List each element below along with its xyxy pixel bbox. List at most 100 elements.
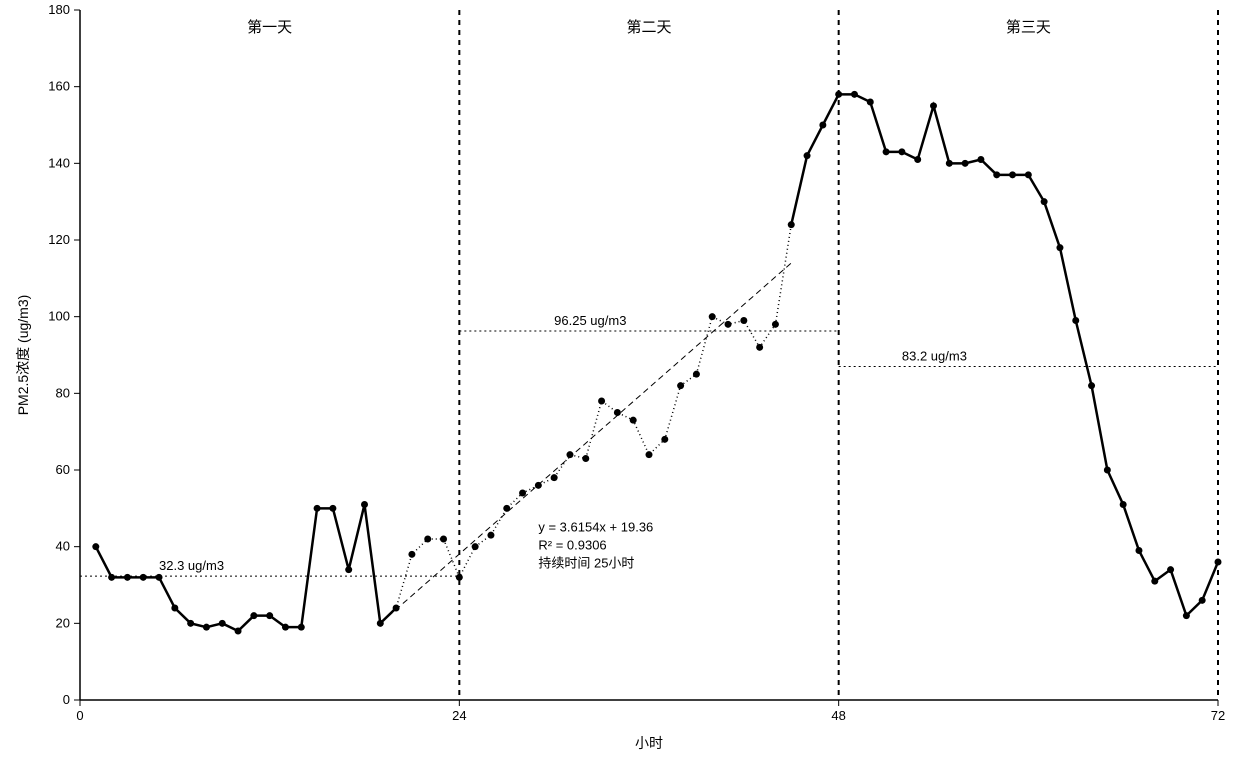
data-marker: [867, 99, 874, 106]
data-marker: [898, 148, 905, 155]
data-marker: [1199, 597, 1206, 604]
x-tick-label: 24: [452, 708, 466, 723]
section-label: 第二天: [626, 18, 671, 36]
data-marker: [472, 543, 479, 550]
data-marker: [566, 451, 573, 458]
data-marker: [124, 574, 131, 581]
data-marker: [819, 122, 826, 129]
y-tick-label: 20: [56, 615, 70, 630]
data-marker: [883, 148, 890, 155]
data-marker: [519, 490, 526, 497]
y-tick-label: 120: [48, 232, 70, 247]
data-marker: [1167, 566, 1174, 573]
data-marker: [108, 574, 115, 581]
data-marker: [1072, 317, 1079, 324]
data-marker: [424, 536, 431, 543]
data-marker: [282, 624, 289, 631]
data-marker: [393, 605, 400, 612]
y-tick-label: 160: [48, 79, 70, 94]
y-tick-label: 0: [63, 692, 70, 707]
trend-annotation: 持续时间 25小时: [538, 555, 634, 570]
data-marker: [487, 532, 494, 539]
data-marker: [788, 221, 795, 228]
data-marker: [661, 436, 668, 443]
y-tick-label: 140: [48, 155, 70, 170]
data-marker: [930, 102, 937, 109]
data-marker: [1120, 501, 1127, 508]
avg-line-label: 83.2 ug/m3: [902, 349, 967, 364]
data-marker: [914, 156, 921, 163]
data-marker: [1041, 198, 1048, 205]
trend-annotation: y = 3.6154x + 19.36: [538, 519, 653, 534]
data-marker: [1056, 244, 1063, 251]
data-marker: [250, 612, 257, 619]
data-marker: [1151, 578, 1158, 585]
y-tick-label: 40: [56, 539, 70, 554]
data-marker: [551, 474, 558, 481]
data-marker: [677, 382, 684, 389]
series-segment: [791, 94, 1218, 615]
data-marker: [1215, 559, 1222, 566]
pm25-chart: 0 20 40 60 80 100 120 140 160 180 0 24 48 72 小时 PM2.5浓度…: [0, 0, 1240, 758]
data-marker: [725, 321, 732, 328]
data-marker: [804, 152, 811, 159]
data-marker: [598, 398, 605, 405]
section-label: 第一天: [247, 18, 292, 36]
data-marker: [946, 160, 953, 167]
data-marker: [535, 482, 542, 489]
avg-line-label: 96.25 ug/m3: [554, 313, 626, 328]
data-marker: [614, 409, 621, 416]
data-marker: [266, 612, 273, 619]
trend-annotation: R² = 0.9306: [538, 537, 606, 552]
data-marker: [171, 605, 178, 612]
y-tick-label: 180: [48, 2, 70, 17]
data-marker: [1025, 171, 1032, 178]
data-marker: [1104, 467, 1111, 474]
data-marker: [1183, 612, 1190, 619]
chart-svg: 0 20 40 60 80 100 120 140 160 180 0 24 48 72 小时 PM2.5浓度…: [0, 0, 1240, 758]
data-marker: [408, 551, 415, 558]
data-marker: [203, 624, 210, 631]
y-tick-label: 60: [56, 462, 70, 477]
data-marker: [377, 620, 384, 627]
data-marker: [709, 313, 716, 320]
data-marker: [329, 505, 336, 512]
data-marker: [1088, 382, 1095, 389]
x-axis-label: 小时: [635, 735, 663, 751]
data-marker: [440, 536, 447, 543]
x-tick-label: 48: [831, 708, 845, 723]
data-marker: [977, 156, 984, 163]
data-marker: [993, 171, 1000, 178]
data-marker: [345, 566, 352, 573]
data-marker: [92, 543, 99, 550]
y-axis-label: PM2.5浓度 (ug/m3): [15, 295, 31, 416]
data-marker: [835, 91, 842, 98]
series-segment: [380, 156, 807, 624]
data-marker: [646, 451, 653, 458]
data-marker: [219, 620, 226, 627]
data-marker: [314, 505, 321, 512]
data-marker: [740, 317, 747, 324]
data-marker: [140, 574, 147, 581]
y-tick-label: 100: [48, 309, 70, 324]
x-tick-label: 72: [1211, 708, 1225, 723]
data-marker: [851, 91, 858, 98]
data-marker: [456, 574, 463, 581]
data-marker: [962, 160, 969, 167]
y-tick-label: 80: [56, 385, 70, 400]
data-marker: [361, 501, 368, 508]
data-marker: [630, 417, 637, 424]
x-tick-label: 0: [76, 708, 83, 723]
data-marker: [693, 371, 700, 378]
data-marker: [298, 624, 305, 631]
data-marker: [503, 505, 510, 512]
data-marker: [1009, 171, 1016, 178]
data-marker: [156, 574, 163, 581]
data-marker: [1135, 547, 1142, 554]
data-marker: [756, 344, 763, 351]
data-marker: [235, 628, 242, 635]
data-marker: [772, 321, 779, 328]
avg-line-label: 32.3 ug/m3: [159, 558, 224, 573]
section-label: 第三天: [1006, 18, 1051, 36]
data-marker: [187, 620, 194, 627]
